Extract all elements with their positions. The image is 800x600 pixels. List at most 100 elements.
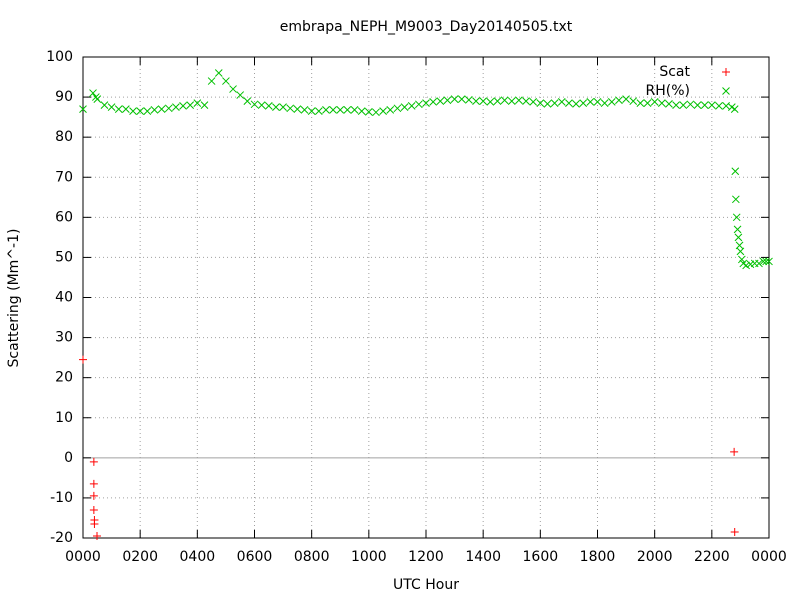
data-point <box>243 97 252 105</box>
y-tick-label: 80 <box>55 129 73 145</box>
legend-marker <box>722 68 730 76</box>
data-point <box>89 505 98 514</box>
data-point <box>436 97 445 105</box>
data-point <box>122 105 130 113</box>
data-point <box>179 102 187 110</box>
data-point <box>279 103 287 111</box>
data-point <box>457 95 466 103</box>
x-tick-label: 1200 <box>408 549 444 565</box>
data-point <box>665 100 673 108</box>
legend-marker <box>722 87 730 95</box>
legend-label: Scat <box>659 64 690 80</box>
y-tick-label: -20 <box>50 530 73 546</box>
data-point <box>731 195 740 204</box>
data-point <box>600 99 609 107</box>
data-point <box>143 107 152 115</box>
data-point <box>393 104 402 113</box>
data-point <box>607 98 616 106</box>
data-point <box>515 96 523 105</box>
data-point <box>543 100 552 108</box>
data-point <box>214 69 223 77</box>
data-point <box>550 99 559 107</box>
data-point <box>172 103 180 111</box>
data-point <box>643 99 652 107</box>
data-point <box>407 102 416 110</box>
data-point <box>700 101 709 109</box>
y-tick-label: -10 <box>50 490 73 506</box>
data-point <box>529 98 538 106</box>
data-point <box>730 447 739 456</box>
data-point <box>733 225 742 234</box>
data-point <box>565 99 573 107</box>
data-point <box>186 101 195 109</box>
data-point <box>615 96 623 105</box>
data-point <box>755 259 763 268</box>
data-point <box>250 100 259 109</box>
y-tick-label: 60 <box>55 209 73 225</box>
data-point <box>193 99 202 107</box>
data-point <box>557 98 566 106</box>
data-point <box>272 103 280 111</box>
data-point <box>657 99 666 107</box>
data-point <box>579 99 588 107</box>
data-point <box>622 95 630 103</box>
x-tick-label: 0400 <box>180 549 216 565</box>
data-point <box>200 101 209 109</box>
data-point <box>293 105 302 113</box>
data-point <box>707 101 716 109</box>
data-point <box>79 105 87 113</box>
x-tick-label: 2000 <box>637 549 673 565</box>
x-tick-label: 2200 <box>694 549 730 565</box>
data-point <box>672 101 680 109</box>
data-point <box>79 355 87 364</box>
data-point <box>222 77 230 85</box>
data-point <box>164 104 173 113</box>
x-tick-label: 1600 <box>523 549 559 565</box>
data-point <box>765 257 773 266</box>
data-point <box>89 457 98 466</box>
data-point <box>636 99 645 107</box>
data-point <box>731 167 740 176</box>
data-point <box>357 107 366 115</box>
data-point <box>450 95 459 103</box>
data-point <box>129 107 137 115</box>
data-point <box>264 102 273 110</box>
x-tick-label: 0800 <box>294 549 330 565</box>
y-tick-label: 70 <box>55 169 73 185</box>
plot-border <box>82 56 770 539</box>
data-point <box>89 479 98 488</box>
data-point <box>629 97 638 105</box>
data-point <box>679 101 688 109</box>
data-point <box>762 257 770 266</box>
data-point <box>730 527 739 536</box>
data-point <box>207 77 216 85</box>
x-tick-label: 1800 <box>580 549 616 565</box>
data-point <box>734 233 743 242</box>
y-tick-label: 50 <box>55 249 73 265</box>
data-point <box>300 106 309 114</box>
data-point <box>736 247 745 256</box>
data-point <box>329 106 337 114</box>
data-point <box>686 100 695 109</box>
data-point <box>422 99 430 107</box>
data-point <box>465 96 473 104</box>
x-tick-label: 1400 <box>465 549 501 565</box>
legend-label: RH(%) <box>646 83 690 99</box>
data-point <box>759 257 768 266</box>
data-point <box>386 106 395 114</box>
data-point <box>500 96 509 105</box>
data-point <box>715 102 723 110</box>
data-point <box>336 106 345 114</box>
data-point <box>507 97 516 105</box>
data-point <box>486 98 495 106</box>
data-point <box>364 108 373 116</box>
data-point <box>236 91 245 99</box>
x-axis-label: UTC Hour <box>393 577 459 593</box>
data-point <box>90 519 99 528</box>
data-point <box>522 97 530 105</box>
data-point <box>730 105 739 113</box>
data-point <box>89 89 97 97</box>
data-point <box>479 97 488 105</box>
